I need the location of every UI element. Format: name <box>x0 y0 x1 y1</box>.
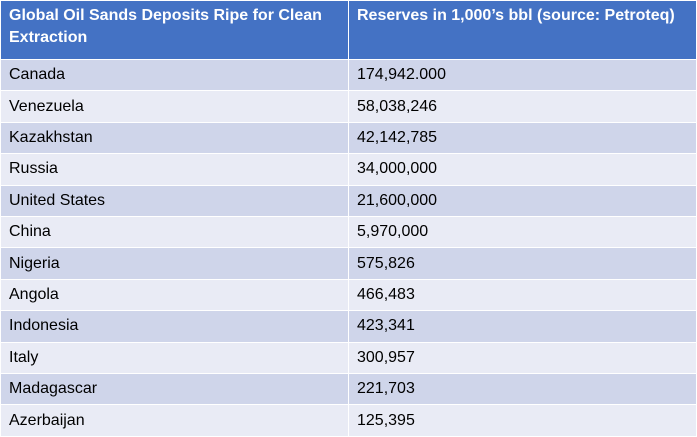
country-cell: Indonesia <box>0 310 349 343</box>
reserves-cell: 174,942.000 <box>348 58 697 92</box>
country-cell: China <box>0 216 349 249</box>
country-cell: United States <box>0 184 349 218</box>
country-cell: Canada <box>0 58 349 92</box>
reserves-cell: 423,341 <box>348 310 697 343</box>
country-cell: Venezuela <box>0 90 349 123</box>
table-row: Indonesia 423,341 <box>0 310 697 343</box>
country-cell: Italy <box>0 341 349 375</box>
table-row: Kazakhstan 42,142,785 <box>0 121 697 155</box>
table-row: United States 21,600,000 <box>0 184 697 218</box>
reserves-cell: 21,600,000 <box>348 184 697 218</box>
header-cell: Reserves in 1,000’s bbl (source: Petrote… <box>348 0 697 60</box>
reserves-cell: 221,703 <box>348 373 697 406</box>
table-row: Azerbaijan 125,395 <box>0 404 697 437</box>
table-row: Canada 174,942.000 <box>0 58 697 92</box>
reserves-cell: 300,957 <box>348 341 697 375</box>
reserves-cell: 34,000,000 <box>348 153 697 186</box>
country-cell: Kazakhstan <box>0 121 349 155</box>
country-cell: Russia <box>0 153 349 186</box>
table-row: Italy 300,957 <box>0 341 697 375</box>
reserves-cell: 575,826 <box>348 247 697 280</box>
header-row: Global Oil Sands Deposits Ripe for Clean… <box>0 0 697 60</box>
table-row: Venezuela 58,038,246 <box>0 90 697 123</box>
country-cell: Nigeria <box>0 247 349 280</box>
country-cell: Azerbaijan <box>0 404 349 437</box>
table-row: Nigeria 575,826 <box>0 247 697 280</box>
table-body: Canada 174,942.000 Venezuela 58,038,246 Kaza… <box>0 58 697 437</box>
reserves-cell: 125,395 <box>348 404 697 437</box>
reserves-cell: 466,483 <box>348 278 697 312</box>
table-row: Russia 34,000,000 <box>0 153 697 186</box>
table-row: Angola 466,483 <box>0 278 697 312</box>
country-cell: Angola <box>0 278 349 312</box>
reserves-cell: 42,142,785 <box>348 121 697 155</box>
table-row: Madagascar 221,703 <box>0 373 697 406</box>
country-cell: Madagascar <box>0 373 349 406</box>
reserves-cell: 5,970,000 <box>348 216 697 249</box>
header-cell: Global Oil Sands Deposits Ripe for Clean… <box>0 0 349 60</box>
reserves-cell: 58,038,246 <box>348 90 697 123</box>
table-row: China 5,970,000 <box>0 216 697 249</box>
